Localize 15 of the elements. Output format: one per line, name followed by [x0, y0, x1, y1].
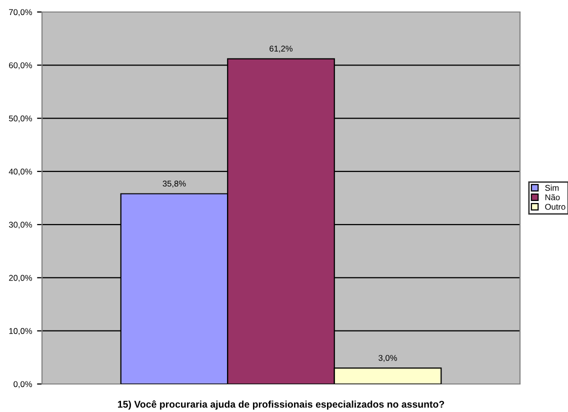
y-tick-label: 20,0% [9, 274, 32, 282]
data-label: 3,0% [378, 354, 397, 362]
y-tick-label: 40,0% [8, 168, 32, 176]
y-tick-label: 70,0% [9, 9, 32, 16]
data-label: 61,2% [270, 46, 293, 53]
y-tick-label: 10,0% [9, 328, 32, 335]
text: 15) Você procuraria ajuda de profissionais especializados no assunto? [118, 400, 444, 410]
y-tick-label: 50,0% [8, 115, 32, 122]
legend-label: Outro [545, 204, 566, 210]
y-tick-label: 30,0% [8, 222, 32, 229]
legend-label: Sim [545, 184, 559, 191]
y-tick-label: 60,0% [9, 62, 32, 70]
legend-label: Não [545, 194, 560, 200]
y-tick-label: 0,0% [14, 381, 32, 388]
data-label: 35,8% [162, 180, 186, 188]
